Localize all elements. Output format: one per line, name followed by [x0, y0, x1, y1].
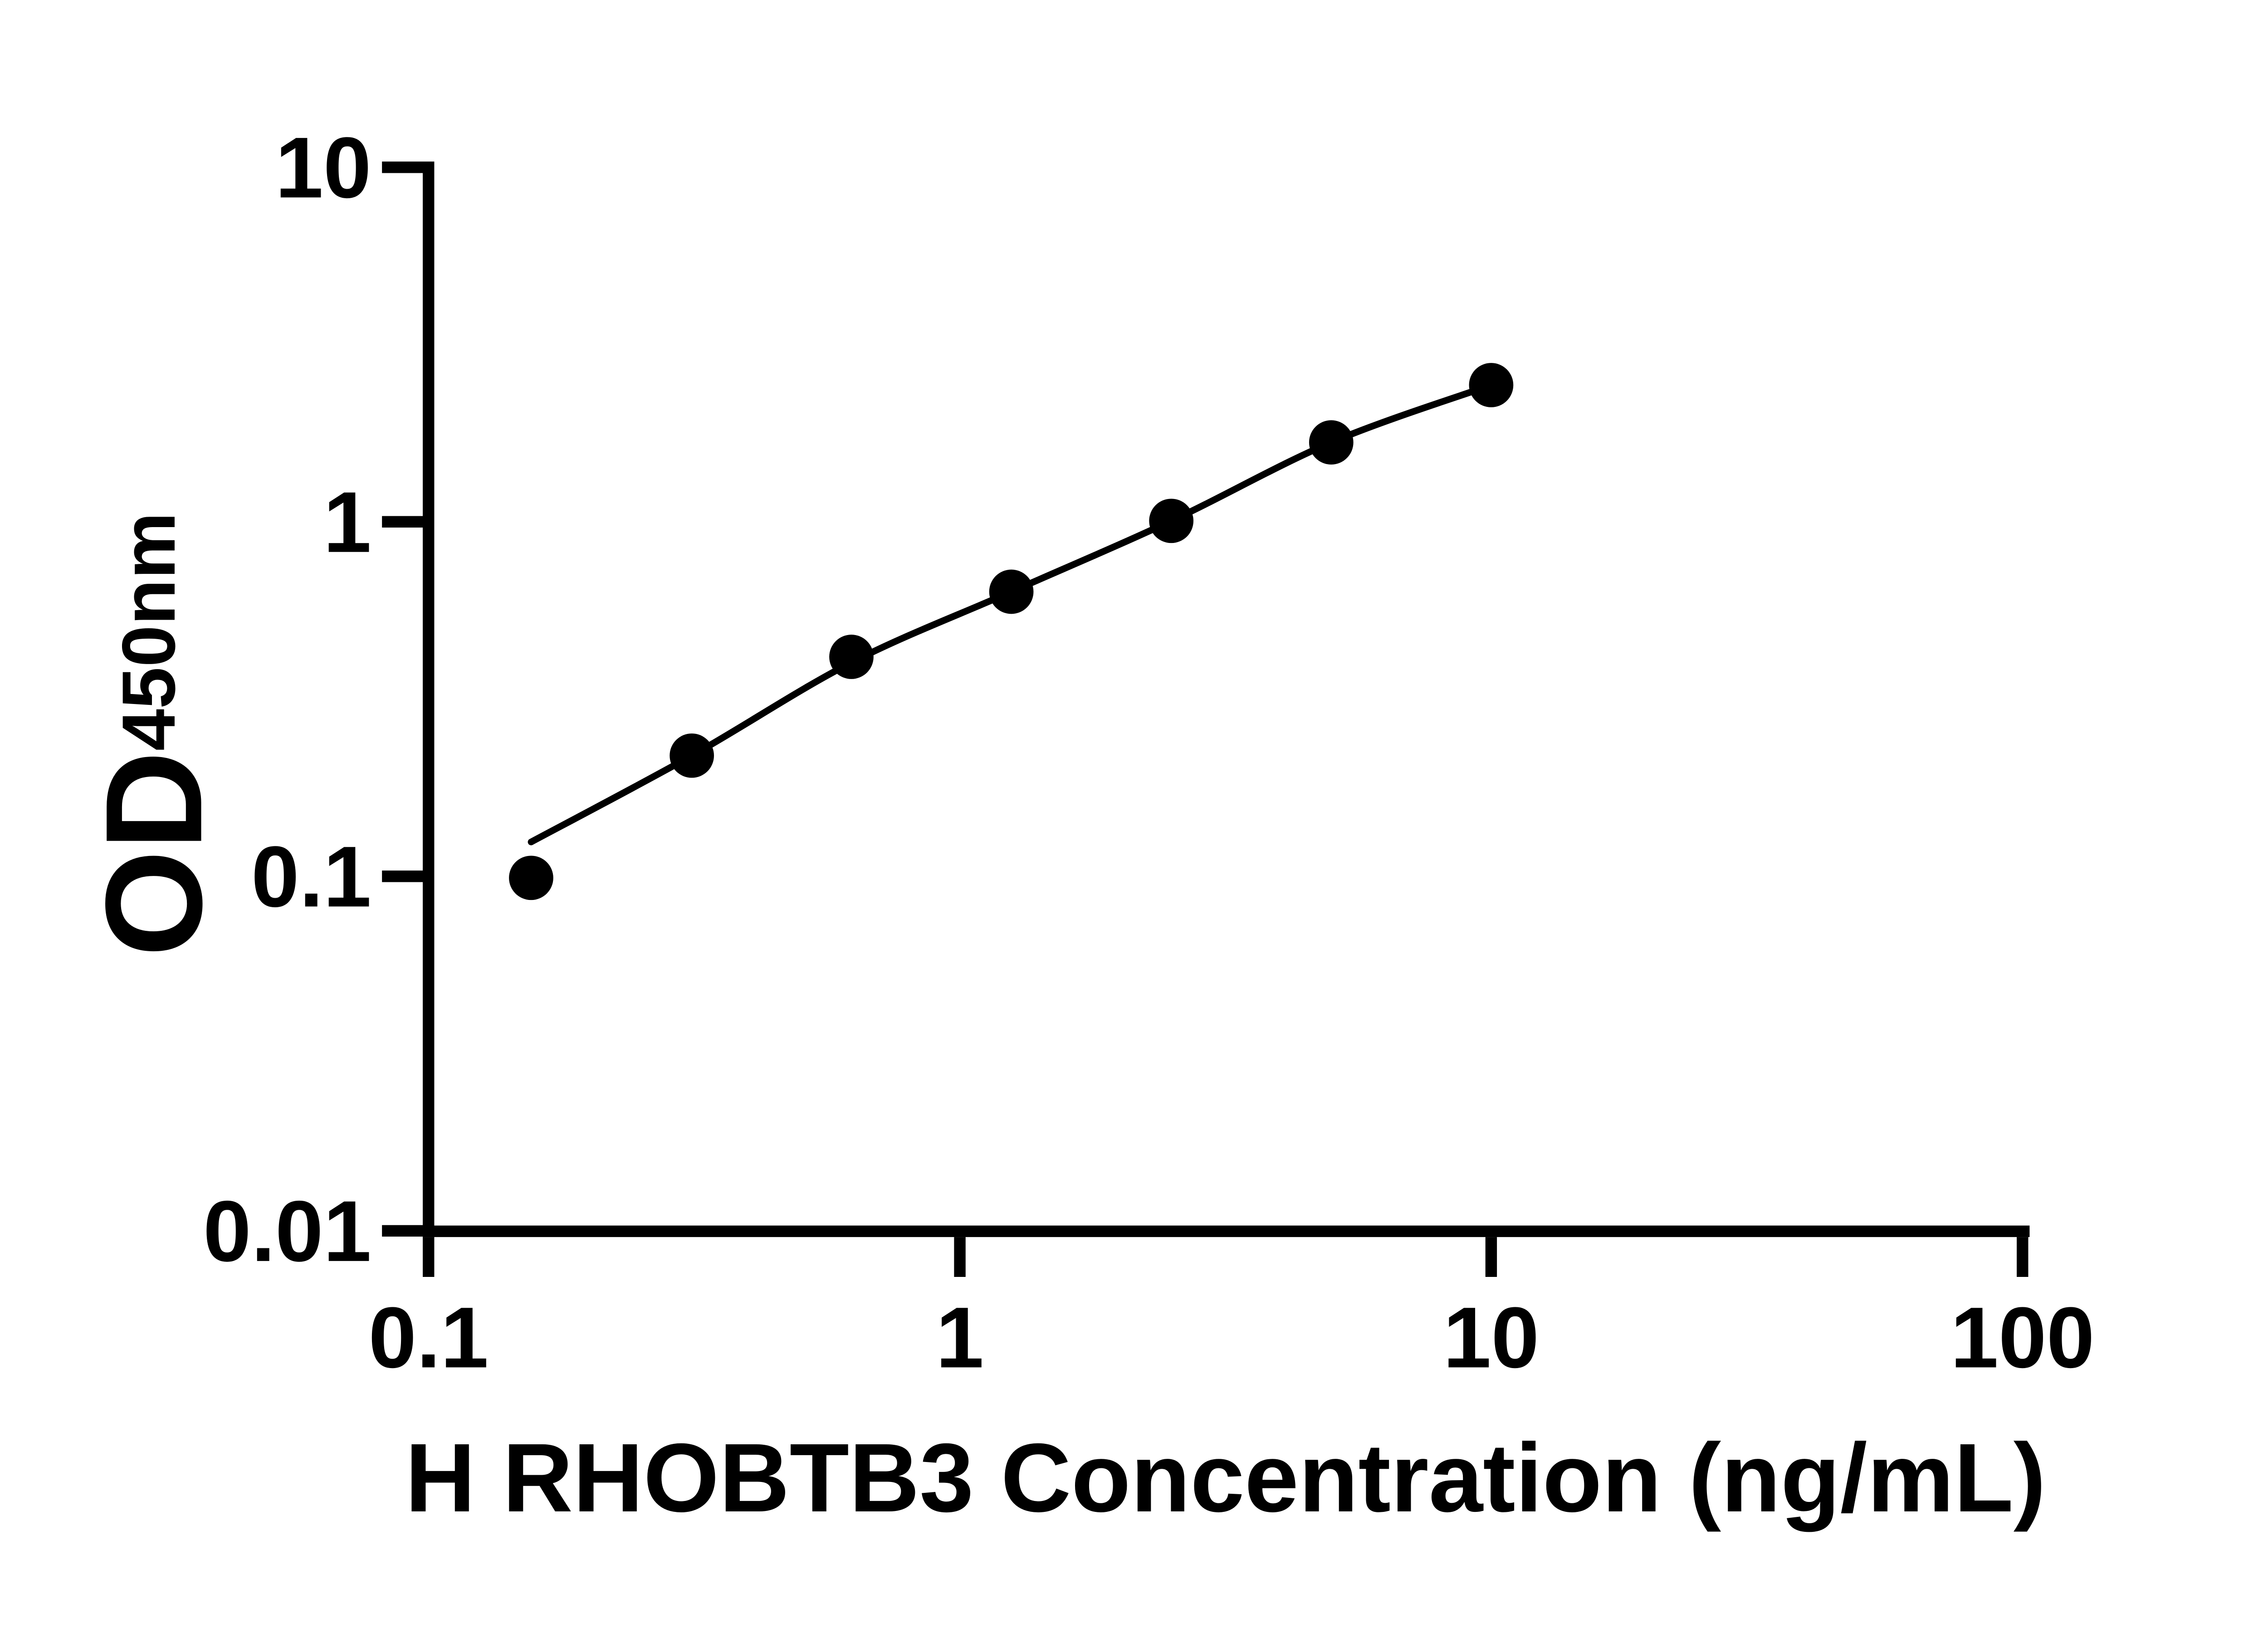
axis-titles-group: H RHOBTB3 Concentration (ng/mL) OD450nm: [78, 512, 2046, 1532]
axes-group: [423, 161, 2030, 1237]
data-point: [1469, 363, 1514, 407]
x-tick-label: 10: [1443, 1290, 1539, 1386]
y-tick-label: 0.1: [251, 829, 371, 925]
data-points-group: [509, 363, 1514, 900]
tick-labels-group: 0.01 0.1 1 10 0.1 1 10 100: [203, 120, 2095, 1386]
data-point: [829, 635, 874, 679]
chart-background: [0, 19, 2268, 1614]
y-tick-label: 1: [323, 474, 371, 571]
data-point: [1309, 420, 1354, 465]
data-point: [509, 856, 553, 900]
y-tick-label: 0.01: [203, 1183, 371, 1280]
y-axis-title: OD450nm: [78, 512, 231, 957]
x-tick-label: 1: [936, 1290, 984, 1386]
data-point: [1149, 499, 1194, 543]
y-tick-label: 10: [275, 120, 371, 216]
ticks-group: [382, 161, 2028, 1277]
y-axis-title-subscript: 450nm: [107, 512, 191, 751]
x-axis-title: H RHOBTB3 Concentration (ng/mL): [405, 1423, 2046, 1532]
data-point: [670, 733, 714, 778]
y-axis-title-main: OD: [78, 751, 231, 957]
x-tick-label: 100: [1950, 1290, 2095, 1386]
data-point: [989, 569, 1034, 614]
x-tick-label: 0.1: [368, 1290, 489, 1386]
